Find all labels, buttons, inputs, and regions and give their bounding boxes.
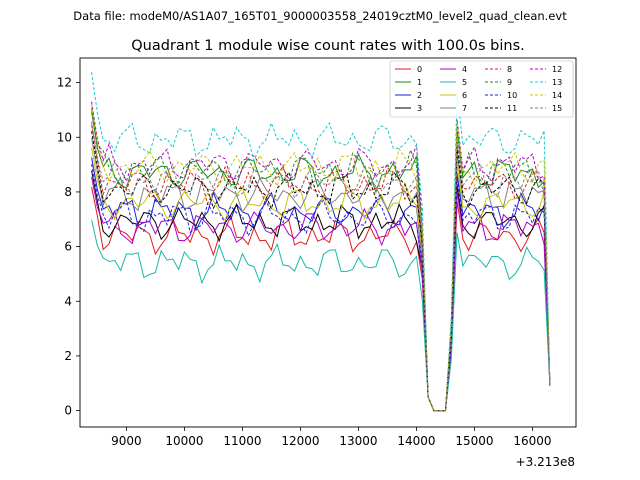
series-line-11 (91, 131, 551, 412)
x-tick-label: 12000 (281, 434, 319, 448)
series-line-1 (91, 111, 551, 412)
legend-label-5: 5 (462, 78, 467, 87)
legend-label-2: 2 (417, 91, 422, 100)
series-line-8 (91, 124, 551, 412)
legend-label-3: 3 (417, 104, 422, 113)
legend-label-8: 8 (507, 65, 512, 74)
y-tick-label: 12 (57, 76, 72, 90)
series-line-3 (91, 170, 551, 412)
legend-label-7: 7 (462, 104, 467, 113)
legend-label-15: 15 (552, 104, 562, 113)
chart-title: Quadrant 1 module wise count rates with … (131, 38, 525, 54)
x-tick-label: 11000 (223, 434, 261, 448)
series-line-5 (91, 219, 551, 412)
y-tick-label: 0 (64, 404, 72, 418)
y-tick-label: 2 (64, 349, 72, 363)
x-tick-label: 14000 (397, 434, 435, 448)
series-line-13 (91, 72, 551, 412)
data-file-caption: Data file: modeM0/AS1A07_165T01_90000035… (73, 9, 567, 23)
x-offset-label: +3.213e8 (516, 455, 575, 469)
x-tick-label: 16000 (513, 434, 551, 448)
series-line-12 (91, 101, 551, 412)
legend-label-4: 4 (462, 65, 467, 74)
y-tick-label: 6 (64, 240, 72, 254)
y-tick-label: 8 (64, 185, 72, 199)
y-tick-label: 10 (57, 130, 72, 144)
x-tick-label: 10000 (165, 434, 203, 448)
legend-label-12: 12 (552, 65, 562, 74)
legend-label-0: 0 (417, 65, 422, 74)
x-tick-label: 15000 (455, 434, 493, 448)
plot-frame (79, 57, 577, 428)
legend-box (389, 60, 574, 118)
series-line-7 (91, 137, 551, 412)
legend-label-9: 9 (507, 78, 512, 87)
series-lines (91, 72, 551, 412)
series-line-15 (91, 121, 551, 412)
legend-label-1: 1 (417, 78, 422, 87)
x-tick-label: 13000 (339, 434, 377, 448)
legend-label-6: 6 (462, 91, 467, 100)
legend-label-14: 14 (552, 91, 562, 100)
series-line-14 (91, 104, 551, 412)
series-line-10 (91, 164, 551, 412)
legend-label-10: 10 (507, 91, 517, 100)
y-tick-label: 4 (64, 294, 72, 308)
legend-label-13: 13 (552, 78, 562, 87)
axes: 9000 10000 11000 12000 13000 14000 15000 16000 0… (57, 76, 552, 448)
series-line-4 (91, 177, 551, 412)
series-line-9 (91, 108, 551, 412)
series-line-2 (91, 157, 551, 412)
x-tick-label: 9000 (111, 434, 142, 448)
legend-label-11: 11 (507, 104, 517, 113)
series-line-6 (91, 147, 551, 412)
